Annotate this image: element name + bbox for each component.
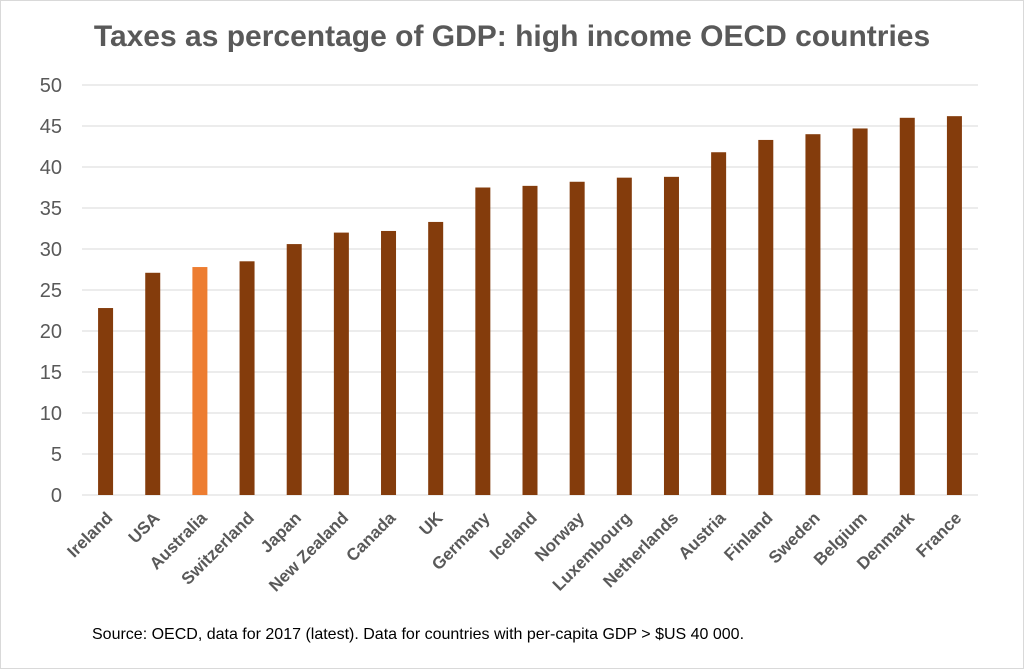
bar-uk: [428, 221, 444, 495]
bar-germany: [475, 187, 491, 495]
y-tick-label: 0: [51, 485, 62, 507]
bar-sweden: [805, 134, 821, 495]
bar-canada: [381, 230, 397, 495]
y-tick-label: 30: [40, 239, 62, 261]
bar-australia: [192, 267, 208, 495]
y-tick-label: 10: [40, 403, 62, 425]
y-tick-label: 20: [40, 321, 62, 343]
x-tick-label: Canada: [342, 508, 399, 565]
bar-usa: [145, 272, 161, 495]
y-tick-label: 35: [40, 198, 62, 220]
x-tick-label: USA: [125, 508, 164, 547]
bar-iceland: [522, 185, 538, 496]
bar-france: [946, 116, 962, 495]
x-tick-label: France: [912, 508, 965, 561]
x-tick-label: UK: [416, 508, 447, 539]
x-tick-label: Ireland: [64, 508, 117, 561]
y-tick-label: 25: [40, 280, 62, 302]
y-tick-label: 50: [40, 75, 62, 97]
bar-japan: [286, 244, 302, 495]
source-note: Source: OECD, data for 2017 (latest). Da…: [92, 626, 745, 643]
x-tick-label: Iceland: [486, 508, 541, 563]
bar-denmark: [899, 117, 915, 496]
bar-new-zealand: [333, 232, 349, 495]
y-tick-label: 40: [40, 157, 62, 179]
bar-ireland: [98, 308, 114, 495]
bar-switzerland: [239, 261, 255, 495]
bar-norway: [569, 181, 585, 495]
bar-netherlands: [663, 176, 679, 495]
bar-austria: [711, 152, 727, 496]
bar-finland: [758, 139, 774, 495]
chart-title: Taxes as percentage of GDP: high income …: [93, 20, 931, 53]
x-tick-label: Austria: [675, 508, 730, 563]
bars: [98, 116, 962, 496]
bar-belgium: [852, 128, 868, 495]
y-tick-label: 15: [40, 362, 62, 384]
y-tick-label: 45: [40, 116, 62, 138]
y-axis-ticks: 0 5 10 15 20 25 30 35 40 45 50: [40, 75, 62, 507]
bar-luxembourg: [616, 177, 632, 495]
y-tick-label: 5: [51, 444, 62, 466]
